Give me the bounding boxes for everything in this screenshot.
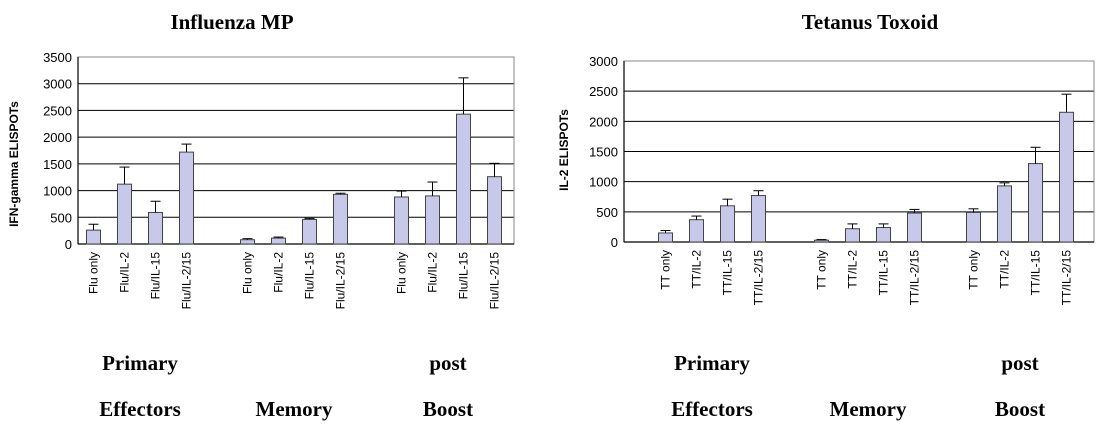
y-tick-label: 2000 (589, 114, 618, 129)
y-tick-label: 1000 (43, 184, 72, 199)
bar (907, 212, 922, 243)
plot-area: 0 500 1000 1500 2000 2500 3000 TT only TT/IL-2 TT… (589, 54, 1095, 306)
x-tick-label: TT/IL-15 (877, 250, 891, 296)
x-tick-label: TT/IL-2 (690, 250, 704, 289)
y-tick-label: 3000 (43, 77, 72, 92)
group-label: Effectors (99, 397, 181, 421)
bar (720, 205, 735, 243)
y-tick-label: 500 (50, 210, 72, 225)
group-label: post (1001, 351, 1038, 375)
x-tick-label: Flu only (395, 252, 409, 294)
x-tick-label: Flu/IL-2/15 (488, 252, 502, 310)
y-axis-label: IFN-gamma ELISPOTs (7, 101, 21, 227)
group-label: Effectors (671, 397, 753, 421)
group-label: Memory (830, 397, 907, 421)
x-tick-label: TT only (659, 250, 673, 290)
x-tick-label: TT/IL-2/15 (1060, 250, 1074, 306)
plot-frame (77, 56, 515, 245)
bar (179, 151, 194, 245)
x-tick-label: Flu/IL-15 (457, 252, 471, 300)
bar (86, 229, 101, 245)
bar (394, 196, 409, 245)
bar (997, 185, 1012, 243)
bar (1059, 111, 1074, 243)
bar (456, 113, 471, 245)
group-label: Primary (674, 351, 750, 375)
bar (302, 218, 317, 245)
x-tick-label: TT/IL-15 (721, 250, 735, 296)
x-tick-label: Flu/IL-2/15 (334, 252, 348, 310)
x-tick-label: TT/IL-2 (998, 250, 1012, 289)
y-axis-label: IL-2 ELISPOTs (557, 109, 571, 191)
x-tick-label: Flu only (87, 252, 101, 294)
x-tick-label: Flu/IL-15 (149, 252, 163, 300)
group-label: post (429, 351, 466, 375)
x-tick-label: Flu only (241, 252, 255, 294)
y-tick-label: 0 (611, 235, 618, 250)
group-label: Memory (256, 397, 333, 421)
group-label: Boost (995, 397, 1045, 421)
influenza-chart: Influenza MP IFN-gamma ELISPOTs 0 500 1000… (7, 10, 515, 421)
bar (1028, 163, 1043, 243)
bar (966, 211, 981, 243)
y-tick-label: 0 (65, 237, 72, 252)
bar (751, 195, 766, 243)
y-tick-label: 2500 (589, 84, 618, 99)
x-tick-label: TT/IL-2/15 (908, 250, 922, 306)
x-tick-label: TT only (967, 250, 981, 290)
x-tick-label: TT/IL-2/15 (752, 250, 766, 306)
bar (333, 193, 348, 245)
bar (658, 232, 673, 243)
x-tick-label: TT/IL-2 (846, 250, 860, 289)
y-tick-label: 1500 (589, 145, 618, 160)
y-tick-label: 2500 (43, 103, 72, 118)
group-labels: Primary Effectors Memory post Boost (99, 351, 473, 421)
x-tick-label: TT/IL-15 (1029, 250, 1043, 296)
tetanus-chart: Tetanus Toxoid IL-2 ELISPOTs 0 500 1000 150… (557, 10, 1095, 421)
y-tick-label: 1000 (589, 175, 618, 190)
x-tick-label: Flu/IL-2 (118, 252, 132, 293)
bar (240, 239, 255, 245)
bar (814, 239, 829, 243)
group-label: Boost (423, 397, 473, 421)
bar (845, 228, 860, 243)
plot-area: 0 500 1000 1500 2000 2500 3000 3500 Flu only Flu/… (43, 50, 515, 310)
y-tick-label: 3000 (589, 54, 618, 69)
x-tick-label: Flu/IL-15 (303, 252, 317, 300)
chart-title: Influenza MP (170, 10, 293, 34)
y-tick-label: 3500 (43, 50, 72, 65)
group-label: Primary (102, 351, 178, 375)
x-tick-label: Flu/IL-2 (272, 252, 286, 293)
y-tick-label: 500 (596, 205, 618, 220)
bar (689, 219, 704, 243)
bar (425, 195, 440, 245)
bar (271, 237, 286, 245)
x-tick-label: TT only (815, 250, 829, 290)
bar (487, 176, 502, 245)
bar (148, 211, 163, 245)
x-tick-label: Flu/IL-2 (426, 252, 440, 293)
y-tick-label: 1500 (43, 157, 72, 172)
chart-title: Tetanus Toxoid (802, 10, 939, 34)
y-tick-label: 2000 (43, 130, 72, 145)
bar (876, 227, 891, 243)
x-tick-label: Flu/IL-2/15 (180, 252, 194, 310)
bar (117, 183, 132, 245)
group-labels: Primary Effectors Memory post Boost (671, 351, 1045, 421)
